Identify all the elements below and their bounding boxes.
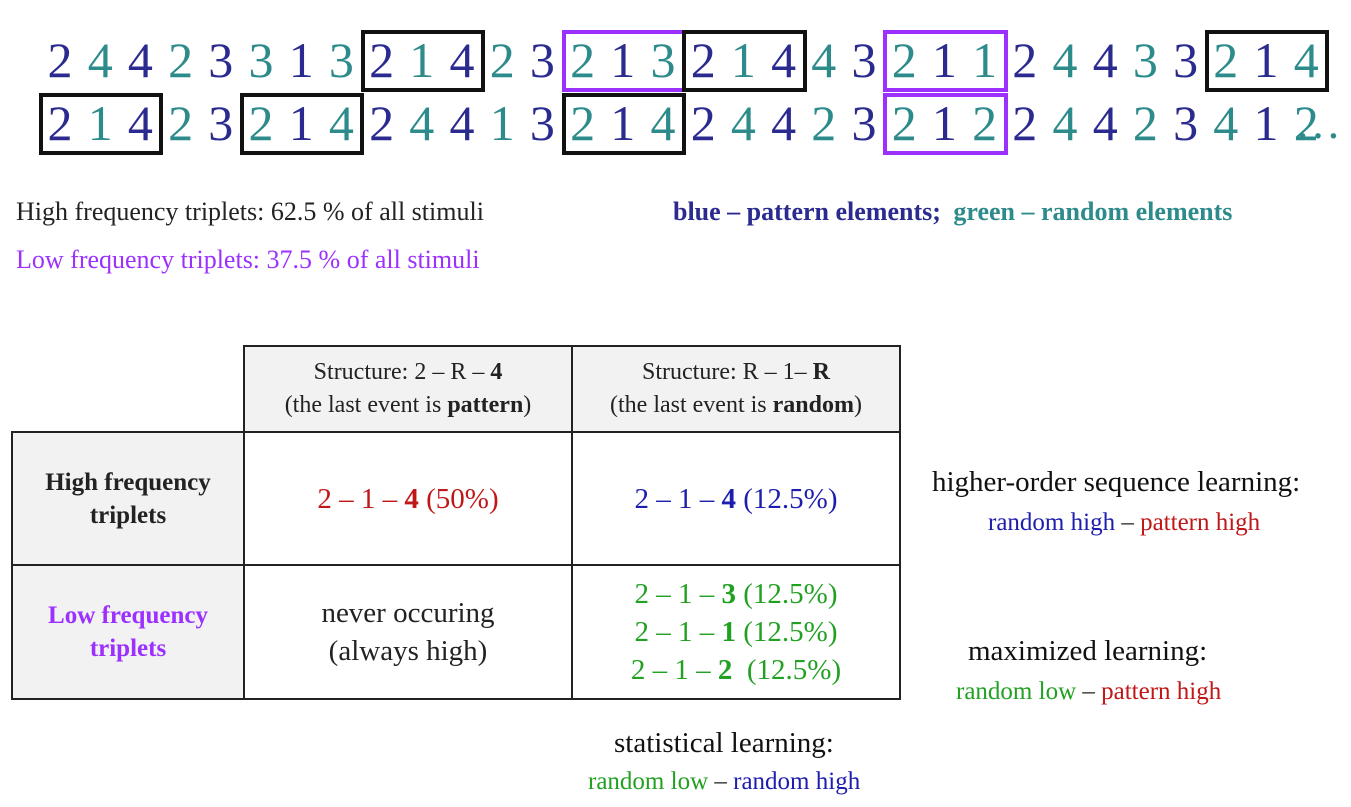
sequence-digit: 1 xyxy=(409,32,435,88)
sequence-digit: 1 xyxy=(1253,95,1279,151)
sequence-digit: 4 xyxy=(1052,32,1078,88)
sequence-digit: 2 xyxy=(690,95,716,151)
low-frequency-triplet-box xyxy=(883,93,1008,155)
sequence-digit: 2 xyxy=(690,32,716,88)
cell-high-pattern: 2 – 1 – 4 (50%) xyxy=(243,431,571,564)
sequence-digit: 1 xyxy=(972,32,998,88)
color-legend: blue – pattern elements; green – random … xyxy=(673,197,1232,227)
sequence-digit: 4 xyxy=(328,95,354,151)
sequence-digit: 2 xyxy=(811,95,837,151)
sequence-digit: 2 xyxy=(1012,95,1038,151)
sequence-digit: 1 xyxy=(730,32,756,88)
maximized-learning-title: maximized learning: xyxy=(968,635,1208,667)
sequence-digit: 3 xyxy=(851,32,877,88)
triplet-table: Structure: 2 – R – 4 (the last event is … xyxy=(11,345,901,700)
sequence-digit: 3 xyxy=(328,32,354,88)
sequence-digit: 3 xyxy=(208,32,234,88)
sequence-digit: 4 xyxy=(1293,32,1319,88)
sequence-digit: 4 xyxy=(771,95,797,151)
high-frequency-triplet-box xyxy=(239,93,365,155)
cell-low-random: 2 – 1 – 3 (12.5%) 2 – 1 – 1 (12.5%) 2 – … xyxy=(571,564,901,700)
sequence-digit: 2 xyxy=(1213,32,1239,88)
sequence-digit: 1 xyxy=(489,95,515,151)
sequence-digit: 2 xyxy=(168,95,194,151)
sequence-digit: 2 xyxy=(168,32,194,88)
sequence-digit: 4 xyxy=(650,95,676,151)
sequence-digit: 4 xyxy=(1052,95,1078,151)
sequence-digit: 3 xyxy=(650,32,676,88)
sequence-digit: 4 xyxy=(771,32,797,88)
sequence-digit: 2 xyxy=(891,32,917,88)
sequence-digit: 3 xyxy=(529,95,555,151)
high-frequency-legend: High frequency triplets: 62.5 % of all s… xyxy=(16,197,484,226)
sequence-digit: 4 xyxy=(127,95,153,151)
sequence-digit: 2 xyxy=(972,95,998,151)
sequence-digit: 4 xyxy=(1092,32,1118,88)
sequence-digit: 2 xyxy=(369,32,395,88)
sequence-digit: 2 xyxy=(489,32,515,88)
higher-order-subtitle: random high – pattern high xyxy=(988,509,1261,536)
sequence-digit: 2 xyxy=(570,95,596,151)
sequence-digit: 3 xyxy=(529,32,555,88)
high-frequency-triplet-box xyxy=(360,30,486,92)
high-frequency-triplet-box xyxy=(682,30,807,92)
maximized-learning-subtitle: random low – pattern high xyxy=(956,678,1222,705)
pattern-color-label: blue – pattern elements; xyxy=(673,197,941,226)
sequence-digit: 4 xyxy=(449,32,475,88)
header-structure-random: Structure: R – 1– R (the last event is r… xyxy=(571,345,901,431)
higher-order-title: higher-order sequence learning: xyxy=(932,466,1301,498)
sequence-digit: 1 xyxy=(87,95,113,151)
sequence-digit: 4 xyxy=(127,32,153,88)
sequence-digit: 2 xyxy=(891,95,917,151)
statistical-learning-title: statistical learning: xyxy=(614,727,834,759)
header-structure-pattern: Structure: 2 – R – 4 (the last event is … xyxy=(243,345,571,431)
statistical-learning-subtitle: random low – random high xyxy=(588,768,861,795)
sequence-digit: 3 xyxy=(1132,32,1158,88)
sequence-digit: 4 xyxy=(409,95,435,151)
row-label-low: Low frequency triplets xyxy=(11,564,243,700)
sequence-ellipsis: … xyxy=(1295,97,1341,148)
sequence-digit: 1 xyxy=(288,95,314,151)
low-frequency-legend: Low frequency triplets: 37.5 % of all st… xyxy=(16,245,480,274)
sequence-digit: 2 xyxy=(369,95,395,151)
sequence-digit: 3 xyxy=(1173,32,1199,88)
cell-high-random: 2 – 1 – 4 (12.5%) xyxy=(571,431,901,564)
high-frequency-triplet-box xyxy=(561,93,687,155)
sequence-digit: 2 xyxy=(47,32,73,88)
sequence-digit: 1 xyxy=(610,32,636,88)
sequence-digit: 3 xyxy=(248,32,274,88)
cell-low-pattern: never occuring (always high) xyxy=(243,564,571,700)
sequence-digit: 2 xyxy=(1012,32,1038,88)
sequence-digit: 4 xyxy=(1092,95,1118,151)
sequence-digit: 2 xyxy=(570,32,596,88)
sequence-digit: 2 xyxy=(1132,95,1158,151)
sequence-digit: 4 xyxy=(811,32,837,88)
sequence-digit: 4 xyxy=(449,95,475,151)
row-label-high: High frequency triplets xyxy=(11,431,243,564)
sequence-digit: 4 xyxy=(730,95,756,151)
sequence-digit: 2 xyxy=(248,95,274,151)
sequence-digit: 1 xyxy=(931,95,957,151)
sequence-digit: 4 xyxy=(1213,95,1239,151)
sequence-digit: 2 xyxy=(47,95,73,151)
random-color-label: green – random elements xyxy=(953,197,1233,226)
sequence-digit: 1 xyxy=(288,32,314,88)
low-frequency-triplet-box xyxy=(883,30,1008,92)
sequence-digit: 1 xyxy=(931,32,957,88)
sequence-digit: 3 xyxy=(1173,95,1199,151)
high-frequency-triplet-box xyxy=(1204,30,1330,92)
sequence-digit: 4 xyxy=(87,32,113,88)
sequence-digit: 1 xyxy=(1253,32,1279,88)
sequence-digit: 3 xyxy=(851,95,877,151)
sequence-digit: 3 xyxy=(208,95,234,151)
sequence-digit: 2 xyxy=(1293,95,1319,151)
sequence-digit: 1 xyxy=(610,95,636,151)
low-frequency-triplet-box xyxy=(561,30,687,92)
high-frequency-triplet-box xyxy=(38,93,164,155)
